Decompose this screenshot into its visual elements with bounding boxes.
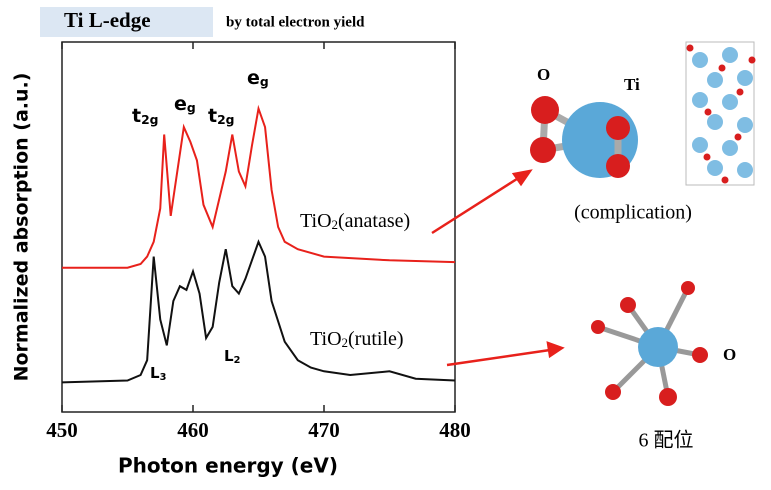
- rutile-octahedron: [591, 281, 708, 406]
- figure: Ti L-edge by total electron yield Photon…: [0, 0, 771, 485]
- peak-label-part: g: [260, 75, 269, 89]
- anatase-cluster: [530, 96, 638, 178]
- peak-label-part: L: [224, 347, 234, 365]
- y-axis-label: Normalized absorption (a.u.): [11, 73, 33, 382]
- series-label-part: TiO: [300, 210, 332, 232]
- peak-label-part: t: [132, 105, 141, 127]
- series-label-part: (anatase): [338, 210, 410, 232]
- peak-label-part: t: [208, 105, 217, 127]
- peak-label-part: 2: [234, 355, 241, 366]
- x-tick-label: 480: [439, 418, 471, 442]
- series-label: TiO2(rutile): [310, 328, 404, 350]
- atom-label: O: [723, 345, 736, 364]
- peak-label: eg: [174, 93, 196, 115]
- x-tick-label: 470: [308, 418, 340, 442]
- peak-label: L3: [150, 364, 167, 384]
- x-axis-label: Photon energy (eV): [118, 454, 338, 478]
- series-label: TiO2(anatase): [300, 210, 410, 232]
- peak-label: eg: [247, 67, 269, 89]
- chart-title: Ti L-edge: [64, 8, 151, 32]
- atom-label: O: [537, 65, 550, 84]
- peak-label-part: 3: [160, 372, 167, 383]
- peak-label-part: e: [174, 93, 187, 115]
- subtitle: by total electron yield: [226, 14, 365, 30]
- series-label-part: (rutile): [348, 328, 404, 350]
- peak-label-part: e: [247, 67, 260, 89]
- x-tick-label: 450: [46, 418, 78, 442]
- peak-label-part: 2g: [141, 113, 158, 127]
- peak-label: t2g: [132, 105, 159, 127]
- caption: (complication): [574, 202, 692, 224]
- x-tick-label: 460: [177, 418, 209, 442]
- crystal-cell: [686, 42, 756, 185]
- peak-label-part: g: [187, 101, 196, 115]
- peak-label: t2g: [208, 105, 235, 127]
- peak-label-part: L: [150, 364, 160, 382]
- series-label-part: TiO: [310, 328, 342, 350]
- caption: 6 配位: [639, 429, 694, 452]
- peak-label-part: 2g: [217, 113, 234, 127]
- arrows: [432, 171, 562, 365]
- atom-label: Ti: [624, 75, 640, 94]
- peak-label: L2: [224, 347, 240, 367]
- series-line: [62, 242, 455, 383]
